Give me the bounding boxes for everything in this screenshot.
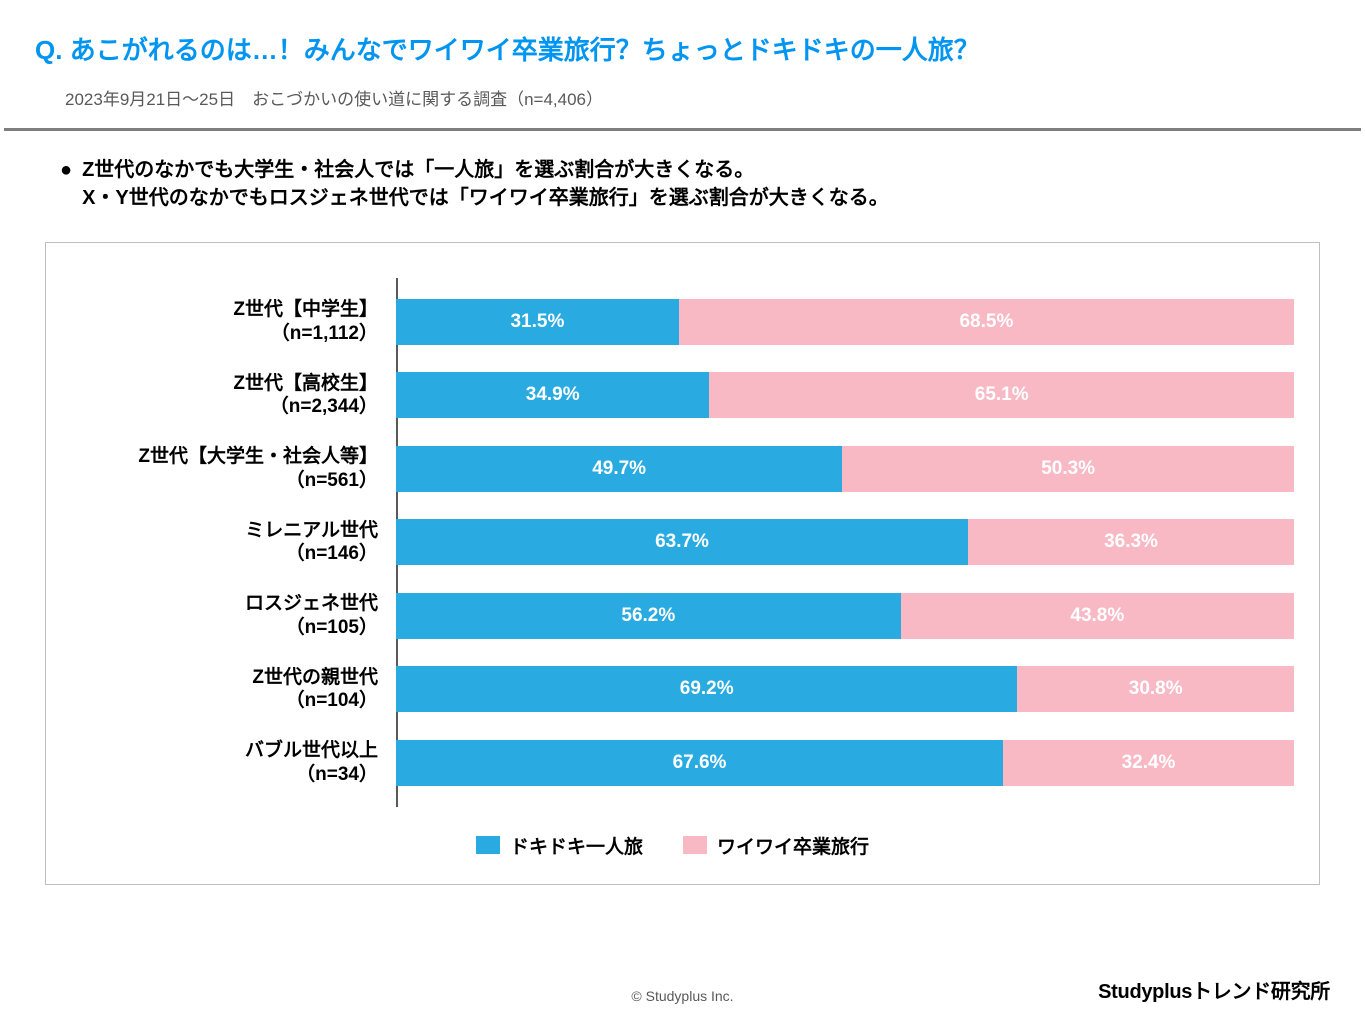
bar-track: 31.5%68.5%: [396, 299, 1294, 345]
bullet-line-2: X・Y世代のなかでもロスジェネ世代では「ワイワイ卒業旅行」を選ぶ割合が大きくなる…: [82, 184, 889, 212]
chart-container: Z世代【中学生】（n=1,112）31.5%68.5%Z世代【高校生】（n=2,…: [45, 242, 1320, 885]
bar-segment-1: 49.7%: [396, 446, 842, 492]
bar-segment-1: 63.7%: [396, 519, 968, 565]
bar-segment-2: 32.4%: [1003, 740, 1294, 786]
legend-item-2: ワイワイ卒業旅行: [683, 832, 869, 859]
bullet-block: ● Z世代のなかでも大学生・社会人では「一人旅」を選ぶ割合が大きくなる。 X・Y…: [0, 131, 1365, 232]
legend-label-2: ワイワイ卒業旅行: [717, 832, 869, 859]
legend-label-1: ドキドキ一人旅: [510, 832, 643, 859]
bar-segment-1: 34.9%: [396, 372, 709, 418]
row-label: ミレニアル世代（n=146）: [51, 519, 396, 567]
row-label: Z世代【高校生】（n=2,344）: [51, 372, 396, 420]
chart-row: ロスジェネ世代（n=105）56.2%43.8%: [51, 592, 1294, 640]
footer-brand: Studyplusトレンド研究所: [1098, 975, 1330, 1004]
chart-row: Z世代の親世代（n=104）69.2%30.8%: [51, 666, 1294, 714]
bar-track: 34.9%65.1%: [396, 372, 1294, 418]
row-label: Z世代の親世代（n=104）: [51, 666, 396, 714]
bar-track: 67.6%32.4%: [396, 740, 1294, 786]
row-label: ロスジェネ世代（n=105）: [51, 592, 396, 640]
chart-row: バブル世代以上（n=34）67.6%32.4%: [51, 739, 1294, 787]
row-label: バブル世代以上（n=34）: [51, 739, 396, 787]
bullet-line-1: Z世代のなかでも大学生・社会人では「一人旅」を選ぶ割合が大きくなる。: [82, 156, 889, 184]
footer: Studyplusトレンド研究所: [0, 975, 1365, 1004]
legend-swatch-2: [683, 836, 707, 854]
bar-track: 49.7%50.3%: [396, 446, 1294, 492]
bar-track: 69.2%30.8%: [396, 666, 1294, 712]
bar-segment-1: 67.6%: [396, 740, 1003, 786]
row-label: Z世代【中学生】（n=1,112）: [51, 298, 396, 346]
bar-segment-2: 68.5%: [679, 299, 1294, 345]
bar-track: 56.2%43.8%: [396, 593, 1294, 639]
bar-segment-1: 31.5%: [396, 299, 679, 345]
bar-segment-2: 36.3%: [968, 519, 1294, 565]
chart-row: Z世代【高校生】（n=2,344）34.9%65.1%: [51, 372, 1294, 420]
title-prefix: Q.: [35, 35, 62, 65]
bar-segment-1: 69.2%: [396, 666, 1017, 712]
chart-row: ミレニアル世代（n=146）63.7%36.3%: [51, 519, 1294, 567]
chart-row: Z世代【大学生・社会人等】（n=561）49.7%50.3%: [51, 445, 1294, 493]
page-title: Q. あこがれるのは…！みんなでワイワイ卒業旅行？ちょっとドキドキの一人旅？: [0, 0, 1365, 77]
bar-segment-2: 30.8%: [1017, 666, 1294, 712]
bar-track: 63.7%36.3%: [396, 519, 1294, 565]
legend-item-1: ドキドキ一人旅: [476, 832, 643, 859]
title-text: あこがれるのは…！みんなでワイワイ卒業旅行？ちょっとドキドキの一人旅？: [70, 35, 980, 65]
subtitle: 2023年9月21日〜25日 おこづかいの使い道に関する調査（n=4,406）: [0, 77, 1365, 128]
legend-swatch-1: [476, 836, 500, 854]
bar-segment-2: 43.8%: [901, 593, 1294, 639]
legend: ドキドキ一人旅 ワイワイ卒業旅行: [51, 832, 1294, 859]
bullet-mark: ●: [60, 156, 72, 184]
bar-segment-2: 65.1%: [709, 372, 1294, 418]
bar-segment-1: 56.2%: [396, 593, 901, 639]
bar-segment-2: 50.3%: [842, 446, 1294, 492]
bullet-item: ● Z世代のなかでも大学生・社会人では「一人旅」を選ぶ割合が大きくなる。 X・Y…: [60, 156, 1320, 212]
row-label: Z世代【大学生・社会人等】（n=561）: [51, 445, 396, 493]
chart-rows: Z世代【中学生】（n=1,112）31.5%68.5%Z世代【高校生】（n=2,…: [51, 298, 1294, 787]
chart-row: Z世代【中学生】（n=1,112）31.5%68.5%: [51, 298, 1294, 346]
